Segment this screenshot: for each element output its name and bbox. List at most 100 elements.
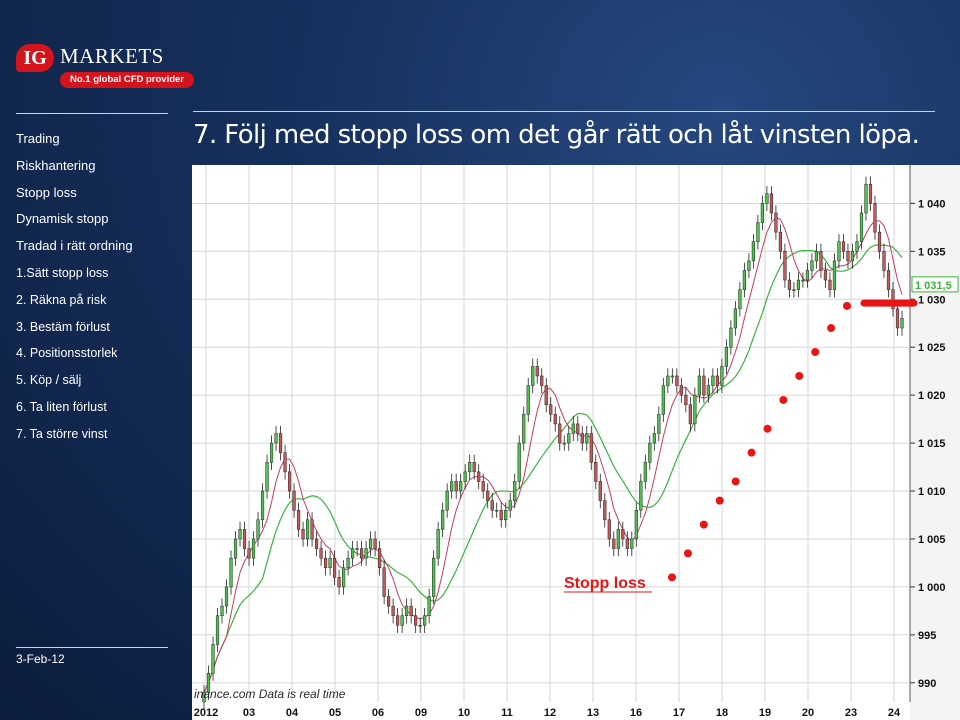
x-tick-label: 2012 (194, 707, 218, 719)
candle-body (625, 538, 629, 549)
candle-body (396, 615, 400, 626)
sidebar-item-trading[interactable]: Trading (16, 131, 60, 146)
candle-body (418, 625, 422, 627)
candle-body (206, 672, 211, 693)
candle-body (364, 548, 368, 559)
sidebar-item-step-4[interactable]: 4. Positionsstorlek (16, 346, 118, 361)
candle-body (499, 509, 503, 521)
stop-loss-point (747, 448, 756, 457)
candle-body (441, 509, 445, 530)
y-tick-label: 995 (918, 630, 936, 642)
candle-body (810, 260, 814, 271)
candle-body (850, 251, 855, 262)
sidebar-item-step-6[interactable]: 6. Ta liten förlust (16, 399, 107, 414)
candle-body (900, 318, 904, 329)
candle-body (468, 462, 472, 473)
candle-body (202, 692, 206, 703)
candle-body (805, 270, 810, 281)
candle-body (531, 366, 535, 386)
candle-body (720, 366, 724, 386)
candle-body (661, 385, 665, 415)
candle-body (373, 538, 377, 549)
logo-name: MARKETS (60, 44, 164, 68)
candle-body (369, 538, 373, 549)
candle-body (292, 490, 296, 511)
candle-body (301, 529, 305, 540)
candle-body (792, 289, 796, 291)
candle-body (477, 471, 481, 482)
candle-body (702, 375, 706, 396)
sidebar-item-riskhantering[interactable]: Riskhantering (16, 157, 96, 173)
y-tick-label: 1 005 (918, 534, 946, 546)
sidebar-nav: Trading Riskhantering Stopp loss Dynamis… (16, 128, 186, 450)
candle-body (598, 481, 602, 501)
sidebar-item-stopp-loss[interactable]: Stopp loss (16, 184, 77, 200)
y-tick-label: 1 010 (918, 486, 946, 498)
x-tick-label: 13 (587, 707, 599, 719)
candle-body (454, 481, 458, 492)
y-tick-label: 1 035 (918, 246, 946, 258)
candle-body (675, 375, 679, 386)
candle-body (895, 308, 900, 329)
logo-tagline: No.1 global CFD provider (60, 72, 195, 88)
candle-body (472, 462, 476, 473)
sidebar-item-step-1[interactable]: 1.Sätt stopp loss (16, 265, 109, 280)
sidebar-item-step-7[interactable]: 7. Ta större vinst (16, 426, 108, 441)
chart-watermark: inance.com Data is real time (194, 687, 346, 701)
candle-body (427, 596, 431, 616)
candle-body (801, 279, 805, 282)
candle-body (877, 231, 882, 252)
stop-loss-point (668, 573, 676, 582)
candle-body (274, 433, 278, 444)
sidebar-top-divider (16, 113, 168, 114)
y-tick-label: 1 025 (918, 342, 946, 354)
y-tick-label: 1 015 (918, 438, 946, 450)
candle-body (265, 462, 269, 492)
candle-body (576, 423, 580, 434)
candle-body (544, 385, 548, 405)
candle-body (814, 251, 819, 262)
candle-body (251, 538, 256, 559)
title-divider (193, 111, 935, 112)
sidebar-item-step-5[interactable]: 5. Köp / sälj (16, 373, 82, 388)
x-tick-label: 12 (544, 707, 556, 719)
sidebar-item-dynamisk-stopp[interactable]: Dynamisk stopp (16, 211, 109, 227)
candle-body (360, 548, 364, 559)
slide-title: 7. Följ med stopp loss om det går rätt o… (193, 120, 920, 150)
candle-body (517, 442, 521, 482)
candle-body (562, 442, 566, 445)
candle-body (328, 557, 332, 568)
candle-body (400, 615, 404, 626)
candle-body (832, 260, 837, 290)
candle-body (355, 548, 359, 550)
ig-markets-logo: IG MARKETS No.1 global CFD provider (14, 40, 195, 92)
candle-body (711, 375, 715, 386)
candle-body (859, 212, 864, 242)
logo-mark: IG (16, 44, 54, 72)
sidebar-item-tradad-i-ratt-ordning[interactable]: Tradad i rätt ordning (16, 238, 133, 254)
candle-body (567, 433, 571, 444)
candle-body (688, 404, 692, 425)
stop-loss-point (827, 324, 836, 333)
candle-body (886, 270, 891, 290)
candle-body (233, 538, 238, 559)
candle-body (756, 222, 760, 242)
candle-body (215, 615, 220, 645)
candle-body (486, 490, 490, 501)
sidebar-item-step-3[interactable]: 3. Bestäm förlust (16, 319, 110, 334)
candle-body (751, 241, 755, 262)
candle-body (463, 471, 467, 482)
candle-body (260, 490, 265, 521)
stop-loss-point (683, 549, 692, 558)
candle-body (445, 490, 449, 511)
candle-body (409, 605, 413, 616)
stop-loss-annotation: Stopp loss (564, 575, 646, 592)
stop-loss-point (843, 301, 851, 310)
candle-body (783, 251, 787, 281)
sidebar-item-step-2[interactable]: 2. Räkna på risk (16, 292, 107, 307)
candle-body (522, 414, 526, 444)
slide-date: 3-Feb-12 (16, 652, 65, 666)
candle-body (423, 615, 427, 626)
candle-body (319, 548, 323, 559)
x-tick-label: 05 (329, 707, 341, 719)
